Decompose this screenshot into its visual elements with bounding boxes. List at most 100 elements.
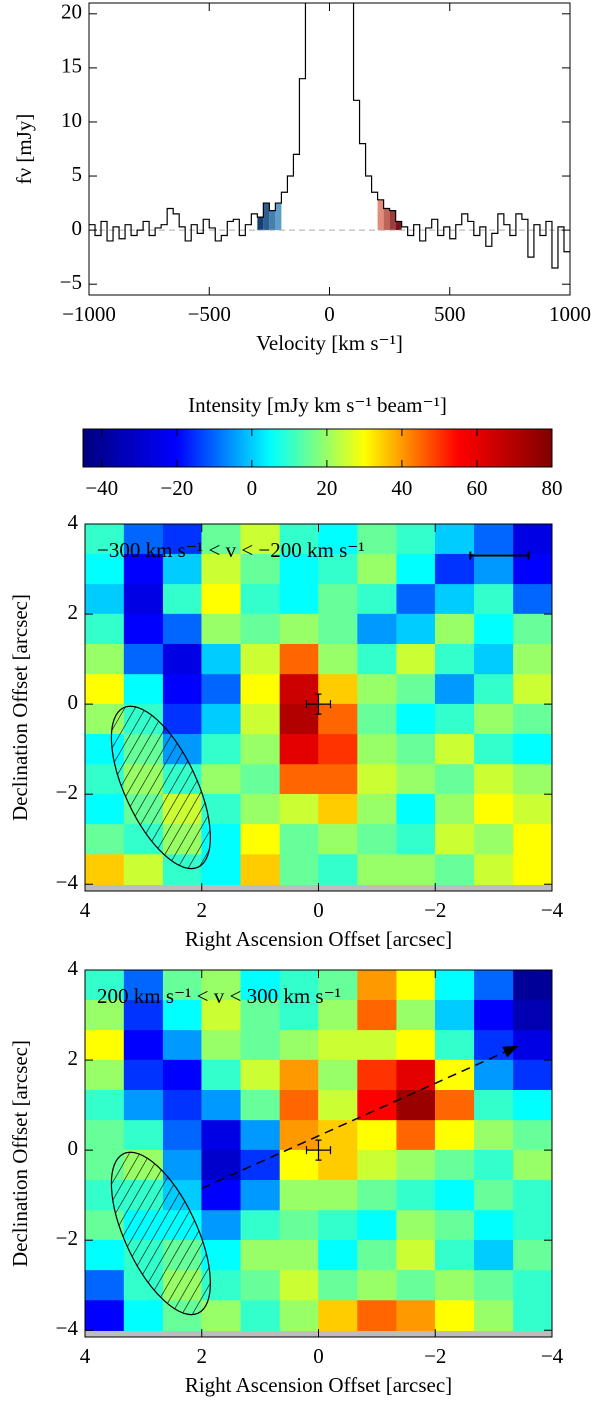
heatmap-cell bbox=[396, 1270, 437, 1301]
heatmap-cell bbox=[162, 1149, 203, 1181]
x-axis-label: Right Ascension Offset [arcsec] bbox=[185, 1373, 452, 1397]
heatmap-cell bbox=[396, 703, 437, 735]
heatmap-cell bbox=[396, 584, 437, 615]
beam-ellipse bbox=[110, 1151, 211, 1316]
heatmap-cell bbox=[396, 854, 437, 885]
beam-ellipse-bg bbox=[125, 699, 197, 875]
heatmap-cell bbox=[357, 854, 397, 885]
plot-frame bbox=[84, 969, 553, 1338]
heatmap-cell bbox=[85, 1270, 125, 1301]
beam-ellipse bbox=[110, 705, 211, 870]
heatmap-cell bbox=[513, 854, 552, 885]
heatmap-cell bbox=[201, 613, 242, 645]
heatmap-cell bbox=[85, 674, 125, 705]
heatmap-cell bbox=[240, 703, 281, 735]
heatmap-cell bbox=[240, 1090, 281, 1121]
y-axis-label: fν [mJy] bbox=[12, 114, 36, 185]
heatmap-cell bbox=[240, 1300, 281, 1331]
plot-frame bbox=[84, 523, 553, 892]
heatmap-cell bbox=[123, 674, 164, 705]
heatmap-cell bbox=[240, 1239, 281, 1271]
heatmap-cell bbox=[318, 584, 358, 615]
heatmap-cell bbox=[85, 824, 125, 855]
heatmap-cell bbox=[474, 1180, 514, 1211]
heatmap-cell bbox=[434, 793, 475, 825]
heatmap-cell bbox=[513, 999, 552, 1031]
colorbar-tick-label: 20 bbox=[316, 476, 337, 500]
heatmap-cell bbox=[240, 553, 281, 585]
source-position bbox=[305, 1139, 332, 1161]
heatmap-cell bbox=[474, 1300, 514, 1331]
y-tick-label: 10 bbox=[61, 108, 82, 132]
x-tick-label: −4 bbox=[541, 1344, 564, 1368]
heatmap-cell bbox=[162, 1059, 203, 1091]
heatmap-cell bbox=[396, 1120, 437, 1151]
heatmap-cell bbox=[513, 1120, 552, 1151]
y-tick-label: 0 bbox=[68, 1136, 79, 1160]
heatmap-cell bbox=[357, 1270, 397, 1301]
heatmap-cell bbox=[474, 999, 514, 1031]
heatmap-cell bbox=[434, 674, 475, 705]
heatmap-cell bbox=[240, 824, 281, 855]
heatmap-cell bbox=[318, 793, 358, 825]
heatmap-cell bbox=[123, 1059, 164, 1091]
heatmap-cell bbox=[474, 793, 514, 825]
heatmap-cell bbox=[513, 1149, 552, 1181]
heatmap-cell bbox=[318, 674, 358, 705]
heatmap-cell bbox=[201, 553, 242, 585]
heatmap-cell bbox=[396, 613, 437, 645]
heatmap-cell bbox=[162, 674, 203, 705]
y-tick-label: −4 bbox=[56, 870, 79, 894]
heatmap-cell bbox=[240, 970, 281, 1001]
heatmap-cell bbox=[240, 644, 281, 675]
heatmap-cell bbox=[85, 644, 125, 675]
heatmap-cell bbox=[279, 1180, 320, 1211]
heatmap-cell bbox=[279, 1270, 320, 1301]
heatmap-cell bbox=[201, 1180, 242, 1211]
heatmap-cell bbox=[85, 1239, 125, 1271]
scale-bar bbox=[469, 551, 530, 560]
heatmap-cell bbox=[318, 1270, 358, 1301]
heatmap-cell bbox=[318, 613, 358, 645]
heatmap-cell bbox=[513, 970, 552, 1001]
heatmap-cell bbox=[123, 524, 164, 555]
heatmap-cell bbox=[513, 1210, 552, 1241]
heatmap-cell bbox=[357, 1180, 397, 1211]
heatmap-cell bbox=[201, 584, 242, 615]
heatmap-cell bbox=[279, 674, 320, 705]
heatmap-cell bbox=[162, 1120, 203, 1151]
heatmap-cell bbox=[357, 1300, 397, 1331]
y-tick-label: 0 bbox=[72, 216, 83, 240]
heatmap-cell bbox=[318, 824, 358, 855]
heatmap-cell bbox=[240, 734, 281, 765]
heatmap-cell bbox=[240, 674, 281, 705]
heatmap-cell bbox=[240, 764, 281, 795]
heatmap-cell bbox=[240, 1270, 281, 1301]
heatmap-cell bbox=[123, 644, 164, 675]
heatmap-cell bbox=[474, 734, 514, 765]
plot-area bbox=[85, 970, 552, 1337]
heatmap-cell bbox=[318, 1059, 358, 1091]
heatmap-cell bbox=[357, 553, 397, 585]
heatmap-cell bbox=[318, 553, 358, 585]
heatmap-cell bbox=[513, 524, 552, 555]
heatmap-cell bbox=[513, 584, 552, 615]
heatmap-cell bbox=[396, 644, 437, 675]
y-tick-label: 0 bbox=[68, 690, 79, 714]
colorbar bbox=[82, 428, 553, 468]
heatmap-cell bbox=[201, 854, 242, 885]
heatmap-cell bbox=[240, 1149, 281, 1181]
heatmap-cell bbox=[123, 1120, 164, 1151]
heatmap-cell bbox=[513, 613, 552, 645]
heatmap-cell bbox=[201, 1149, 242, 1181]
x-tick-label: −2 bbox=[424, 898, 446, 922]
heatmap-cell bbox=[279, 644, 320, 675]
heatmap-cell bbox=[434, 999, 475, 1031]
heatmap-cell bbox=[434, 1300, 475, 1331]
x-tick-label: 0 bbox=[313, 1344, 324, 1368]
y-tick-label: 5 bbox=[72, 162, 83, 186]
heatmap-cell bbox=[318, 970, 358, 1001]
heatmap-cell bbox=[434, 1210, 475, 1241]
heatmap-cell bbox=[434, 644, 475, 675]
